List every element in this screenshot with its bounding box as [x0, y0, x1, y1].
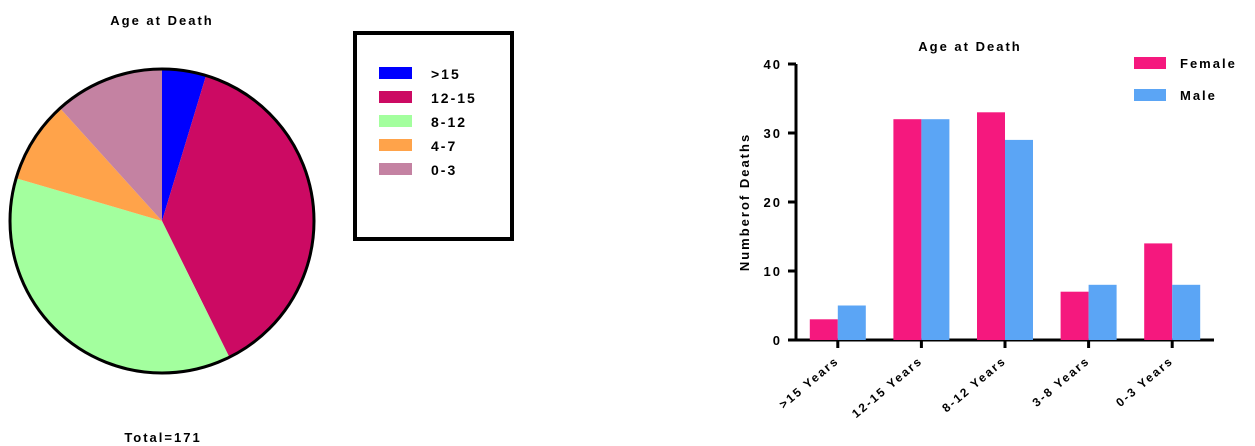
pie-slices — [8, 67, 316, 375]
legend-swatch-8-12 — [379, 115, 412, 127]
x-tick-labels: >15 Years 12-15 Years 8-12 Years 3-8 Years 0… — [776, 354, 1176, 421]
pie-slice-15 — [162, 69, 207, 221]
legend-label-male: Male — [1180, 88, 1217, 103]
legend-swatch-0-3 — [379, 163, 412, 175]
bar-title: Age at Death — [918, 39, 1021, 54]
x-tick-label-3-8-years: 3-8 Years — [1030, 354, 1093, 410]
legend-label-female: Female — [1180, 56, 1237, 71]
y-tick-label: 30 — [764, 126, 782, 141]
pie-title: Age at Death — [110, 13, 213, 28]
legend-swatch-12-15 — [379, 91, 412, 103]
legend-label-4-7: 4-7 — [431, 138, 457, 154]
pie-slice-8-12 — [9, 178, 230, 374]
y-tick-label: 40 — [764, 57, 782, 72]
x-tick-label-15-years: >15 Years — [776, 354, 841, 412]
y-tick-label: 20 — [764, 195, 782, 210]
legend-swatch-4-7 — [379, 139, 412, 151]
bar-male-3-8-years — [1088, 284, 1117, 340]
legend-label-12-15: 12-15 — [431, 90, 477, 106]
bar-female-0-3-years — [1144, 243, 1173, 340]
pie-slice-12-15 — [162, 75, 315, 358]
x-tick-label-0-3-years: 0-3 Years — [1113, 354, 1176, 410]
pie-chart: Age at Death Total=171 >15 12-15 8-12 4-7 0-… — [8, 13, 514, 445]
pie-legend: >15 12-15 8-12 4-7 0-3 — [379, 66, 477, 178]
pie-legend-box — [353, 31, 514, 241]
x-tick-label-8-12-years: 8-12 Years — [939, 354, 1009, 416]
bar-male-0-3-years — [1172, 284, 1201, 340]
bar-male-12-15-years — [921, 119, 950, 340]
y-tick-label: 10 — [764, 264, 782, 279]
bar-male-8-12-years — [1005, 139, 1033, 340]
y-tick-label: 0 — [773, 333, 782, 348]
bar-female-8-12-years — [977, 112, 1005, 340]
bar-female-12-15-years — [893, 119, 922, 340]
bar-marks — [809, 112, 1201, 340]
legend-label-15: >15 — [431, 66, 461, 82]
legend-swatch-15 — [379, 67, 412, 79]
bar-chart: Age at Death Numberof Deaths >15 Years 12… — [737, 39, 1237, 421]
pie-slice-4-7 — [16, 108, 163, 221]
bar-legend: Female Male — [1134, 56, 1237, 103]
y-axis-label: Numberof Deaths — [737, 133, 752, 271]
y-tick-labels: 0 10 20 30 40 — [764, 57, 782, 348]
x-tick-label-12-15-years: 12-15 Years — [849, 354, 925, 421]
pie-outline — [8, 67, 316, 375]
bar-female-3-8-years — [1060, 291, 1089, 340]
legend-swatch-female — [1134, 57, 1166, 69]
pie-slice-0-3 — [60, 69, 162, 221]
legend-label-8-12: 8-12 — [431, 114, 467, 130]
legend-swatch-male — [1134, 89, 1166, 101]
bar-female-15-years — [809, 319, 838, 340]
legend-label-0-3: 0-3 — [431, 162, 457, 178]
pie-total-label: Total=171 — [124, 430, 201, 445]
bar-male-15-years — [837, 305, 866, 340]
